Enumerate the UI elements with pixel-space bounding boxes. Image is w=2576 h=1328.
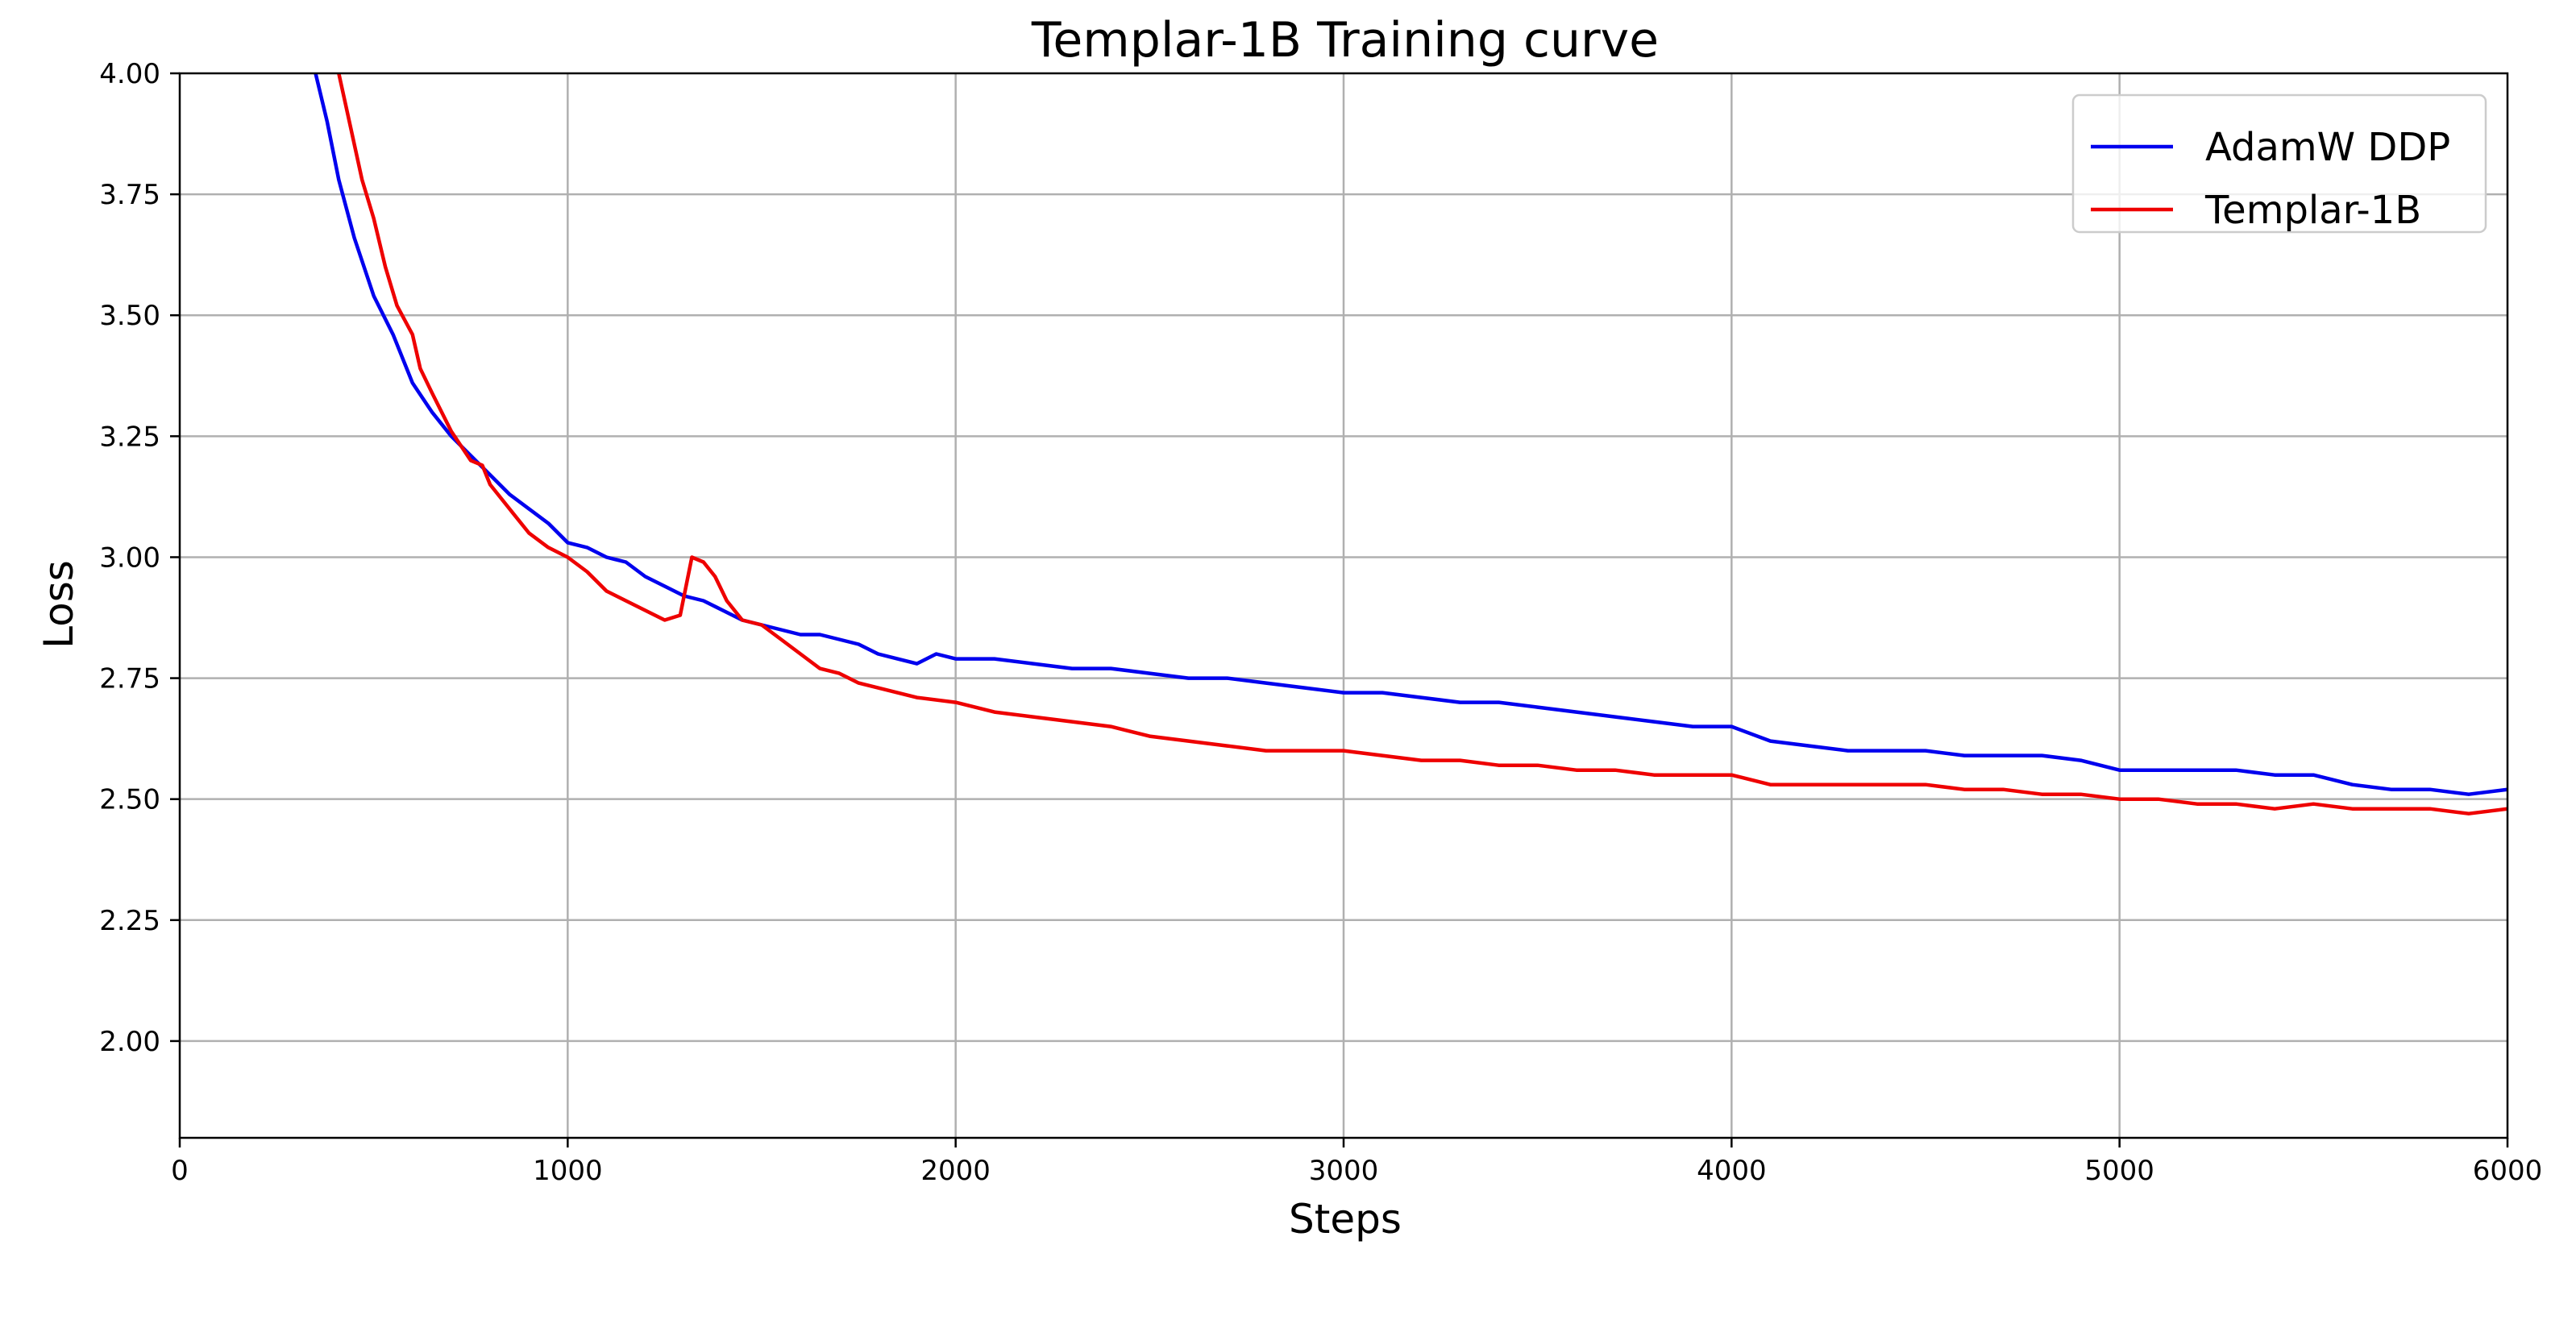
x-tick-label: 6000 bbox=[2473, 1155, 2543, 1187]
x-tick-label: 0 bbox=[171, 1155, 189, 1187]
y-tick-label: 3.00 bbox=[99, 542, 160, 574]
chart-title: Templar-1B Training curve bbox=[1031, 12, 1659, 68]
legend: AdamW DDP Templar-1B bbox=[2071, 93, 2487, 234]
x-tick-label: 1000 bbox=[533, 1155, 603, 1187]
y-tick-label: 3.25 bbox=[99, 421, 160, 453]
y-tick-label: 2.25 bbox=[99, 905, 160, 937]
x-tick-label: 4000 bbox=[1697, 1155, 1767, 1187]
legend-label-0: AdamW DDP bbox=[2205, 125, 2450, 170]
y-tick-label: 2.75 bbox=[99, 663, 160, 695]
x-tick-label: 3000 bbox=[1309, 1155, 1379, 1187]
y-tick-label: 4.00 bbox=[99, 58, 160, 90]
legend-label-1: Templar-1B bbox=[2204, 188, 2421, 233]
legend-box bbox=[2071, 93, 2487, 234]
y-tick-label: 3.75 bbox=[99, 179, 160, 211]
x-tick-label: 5000 bbox=[2084, 1155, 2154, 1187]
y-tick-label: 2.50 bbox=[99, 784, 160, 816]
series-line-1 bbox=[337, 73, 2507, 815]
y-axis-label: Loss bbox=[35, 560, 82, 649]
x-axis-label: Steps bbox=[1289, 1196, 1402, 1243]
y-axis-ticks: 2.00 2.25 2.50 2.75 3.00 3.25 3.50 3.75 4.00 bbox=[99, 58, 180, 1058]
y-tick-label: 2.00 bbox=[99, 1026, 160, 1058]
y-tick-label: 3.50 bbox=[99, 300, 160, 332]
series-lines bbox=[314, 73, 2507, 815]
x-tick-label: 2000 bbox=[920, 1155, 991, 1187]
series-line-0 bbox=[314, 73, 2507, 796]
x-axis-ticks: 0 1000 2000 3000 4000 5000 6000 bbox=[171, 1138, 2542, 1187]
